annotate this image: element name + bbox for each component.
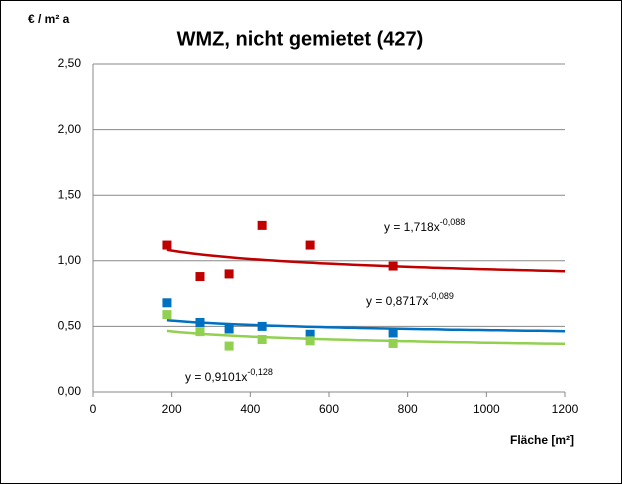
data-point xyxy=(388,328,398,338)
data-point xyxy=(162,240,172,250)
y-tick-label: 2,00 xyxy=(58,122,82,136)
x-tick-label: 0 xyxy=(90,402,97,416)
equation-text: y = 1,718x xyxy=(384,220,440,234)
data-point xyxy=(257,220,267,230)
data-point xyxy=(162,298,172,308)
data-point xyxy=(305,240,315,250)
y-axis-label: € / m² a xyxy=(28,12,70,26)
data-point xyxy=(305,329,315,339)
y-tick-label: 2,50 xyxy=(58,56,82,70)
trendline xyxy=(166,329,566,346)
data-point xyxy=(388,338,398,348)
x-tick-label: 1000 xyxy=(473,402,500,416)
data-point xyxy=(224,341,234,351)
x-tick-label: 200 xyxy=(162,402,182,416)
data-point xyxy=(224,269,234,279)
trendline-equation: y = 0,8717x-0,089 xyxy=(366,291,454,308)
data-point xyxy=(257,335,267,345)
equation-text: y = 0,8717x xyxy=(366,294,428,308)
equation-text: y = 0,9101x xyxy=(185,370,247,384)
trendline xyxy=(166,248,566,273)
data-point xyxy=(305,336,315,346)
trendline-equation: y = 1,718x-0,088 xyxy=(384,217,465,234)
trendline xyxy=(166,318,566,333)
data-point xyxy=(195,272,205,282)
equation-exponent: -0,088 xyxy=(440,217,466,227)
data-point xyxy=(257,321,267,331)
x-tick-label: 400 xyxy=(240,402,260,416)
data-point xyxy=(195,317,205,327)
y-tick-label: 1,00 xyxy=(58,253,82,267)
y-tick-label: 0,00 xyxy=(58,384,82,398)
x-tick-label: 800 xyxy=(398,402,418,416)
x-tick-label: 1200 xyxy=(552,402,579,416)
data-point xyxy=(388,261,398,271)
x-tick-label: 600 xyxy=(319,402,339,416)
data-point xyxy=(224,324,234,334)
y-tick-label: 0,50 xyxy=(58,319,82,333)
equation-exponent: -0,089 xyxy=(428,291,454,301)
data-point xyxy=(162,310,172,320)
y-tick-label: 1,50 xyxy=(58,187,82,201)
trendline-equation: y = 0,9101x-0,128 xyxy=(185,367,273,384)
x-axis-label: Fläche [m²] xyxy=(510,433,574,447)
data-point xyxy=(195,327,205,337)
chart-title: WMZ, nicht gemietet (427) xyxy=(177,28,424,50)
equation-exponent: -0,128 xyxy=(247,367,273,377)
